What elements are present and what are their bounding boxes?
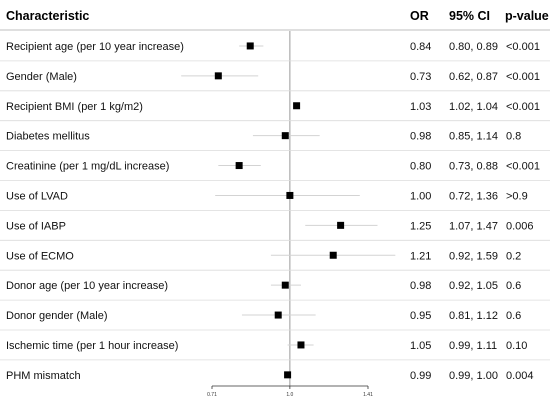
or-marker (297, 341, 305, 349)
forest-row: Recipient age (per 10 year increase) 0.84… (6, 41, 540, 53)
or-value: 1.25 (410, 220, 431, 232)
row-label: Donor gender (Male) (6, 310, 108, 322)
p-value: >0.9 (506, 190, 528, 202)
ci-value: 0.80, 0.89 (449, 41, 498, 53)
ci-value: 0.85, 1.14 (449, 131, 498, 143)
forest-row: Use of ECMO 1.21 0.92, 1.59 0.2 (0, 239, 550, 262)
header-characteristic: Characteristic (6, 9, 89, 23)
or-marker (337, 221, 345, 229)
x-axis: 0.71 1.0 1.41 (207, 385, 373, 398)
p-value: 0.004 (506, 370, 534, 382)
ci-value: 0.99, 1.11 (449, 340, 497, 352)
ci-value: 0.92, 1.59 (449, 250, 498, 262)
row-label: Use of IABP (6, 220, 66, 232)
p-value: 0.8 (506, 131, 521, 143)
or-marker (281, 281, 289, 289)
forest-row: Use of IABP 1.25 1.07, 1.47 0.006 (0, 209, 550, 232)
forest-row: Donor gender (Male) 0.95 0.81, 1.12 0.6 (0, 299, 550, 322)
p-value: 0.6 (506, 280, 521, 292)
or-value: 0.84 (410, 41, 431, 53)
or-value: 0.95 (410, 310, 431, 322)
or-marker (235, 162, 243, 170)
p-value: 0.2 (506, 250, 521, 262)
x-tick-label: 0.71 (207, 392, 217, 398)
row-label: Creatinine (per 1 mg/dL increase) (6, 161, 169, 173)
or-value: 1.03 (410, 101, 431, 113)
ci-value: 1.02, 1.04 (449, 101, 498, 113)
forest-row: Use of LVAD 1.00 0.72, 1.36 >0.9 (0, 180, 550, 202)
or-value: 1.21 (410, 250, 431, 262)
p-value: 0.10 (506, 340, 527, 352)
p-value: 0.006 (506, 220, 534, 232)
or-marker (293, 102, 301, 110)
header-p-value: p-value (505, 9, 549, 23)
forest-row: Ischemic time (per 1 hour increase) 1.05 0… (0, 329, 550, 352)
header-or: OR (410, 9, 429, 23)
row-label: Use of ECMO (6, 250, 74, 262)
ci-value: 1.07, 1.47 (449, 220, 498, 232)
or-marker (246, 42, 254, 50)
p-value: <0.001 (506, 71, 540, 83)
forest-row: Donor age (per 10 year increase) 0.98 0.92… (0, 269, 550, 292)
or-marker (329, 251, 337, 259)
x-tick-label: 1.41 (363, 392, 373, 398)
header-ci: 95% CI (449, 9, 490, 23)
rows-layer: Recipient age (per 10 year increase) 0.84… (0, 31, 550, 386)
ci-value: 0.99, 1.00 (449, 370, 498, 382)
forest-row: Creatinine (per 1 mg/dL increase) 0.80 0.7… (0, 150, 550, 173)
row-label: Ischemic time (per 1 hour increase) (6, 340, 178, 352)
row-label: Use of LVAD (6, 190, 68, 202)
or-marker (281, 132, 289, 140)
or-value: 0.73 (410, 71, 431, 83)
ci-value: 0.81, 1.12 (449, 310, 498, 322)
row-label: PHM mismatch (6, 370, 81, 382)
or-marker (286, 191, 294, 199)
or-value: 0.80 (410, 161, 431, 173)
p-value: <0.001 (506, 161, 540, 173)
forest-row: Gender (Male) 0.73 0.62, 0.87 <0.001 (0, 60, 550, 83)
row-label: Diabetes mellitus (6, 131, 90, 143)
forest-row: Diabetes mellitus 0.98 0.85, 1.14 0.8 (0, 120, 550, 143)
or-marker (214, 72, 222, 80)
ci-value: 0.92, 1.05 (449, 280, 498, 292)
row-label: Recipient age (per 10 year increase) (6, 41, 184, 53)
or-value: 0.99 (410, 370, 431, 382)
or-marker (284, 371, 292, 379)
forest-row: Recipient BMI (per 1 kg/m2) 1.03 1.02, 1.0… (0, 90, 550, 113)
ci-value: 0.73, 0.88 (449, 161, 498, 173)
row-label: Donor age (per 10 year increase) (6, 280, 168, 292)
p-value: <0.001 (506, 101, 540, 113)
or-value: 1.00 (410, 190, 431, 202)
row-label: Gender (Male) (6, 71, 77, 83)
or-marker (274, 311, 282, 319)
p-value: <0.001 (506, 41, 540, 53)
or-value: 0.98 (410, 280, 431, 292)
or-value: 0.98 (410, 131, 431, 143)
row-label: Recipient BMI (per 1 kg/m2) (6, 101, 143, 113)
forest-row: PHM mismatch 0.99 0.99, 1.00 0.004 (0, 359, 550, 382)
ci-value: 0.62, 0.87 (449, 71, 498, 83)
ci-value: 0.72, 1.36 (449, 190, 498, 202)
x-tick-label: 1.0 (286, 392, 293, 398)
or-value: 1.05 (410, 340, 431, 352)
p-value: 0.6 (506, 310, 521, 322)
